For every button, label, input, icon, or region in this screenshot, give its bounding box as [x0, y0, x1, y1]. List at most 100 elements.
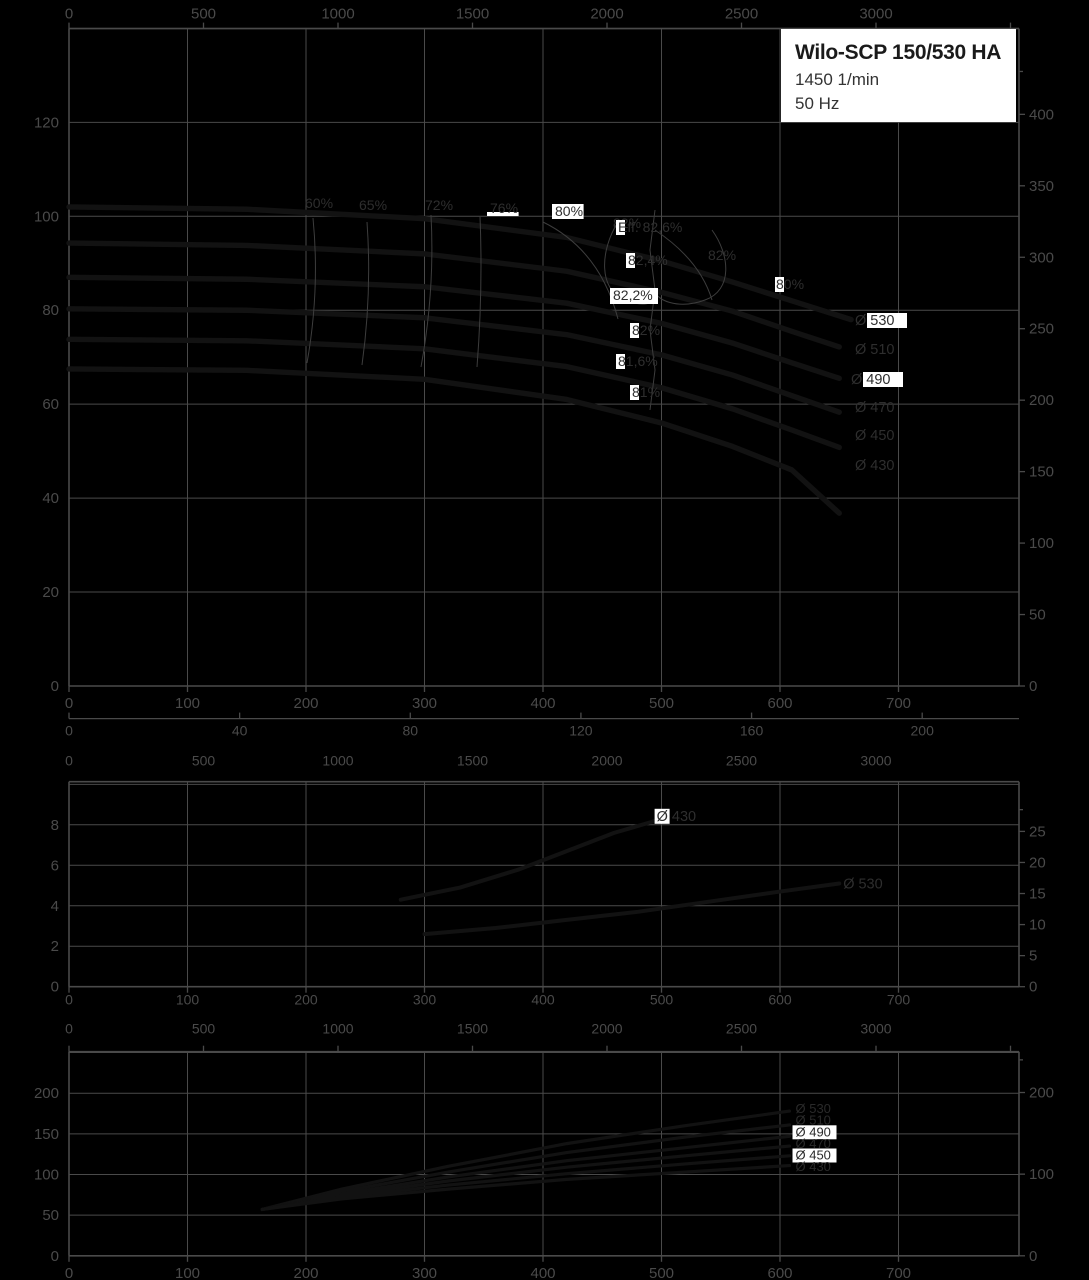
svg-text:200: 200 — [911, 723, 935, 739]
svg-text:1000: 1000 — [321, 6, 354, 23]
svg-text:700: 700 — [886, 1265, 911, 1280]
svg-text:600: 600 — [767, 695, 792, 712]
svg-text:1450 1/min: 1450 1/min — [795, 70, 879, 89]
svg-text:300: 300 — [412, 1265, 437, 1280]
svg-text:0: 0 — [65, 752, 73, 768]
svg-text:80%: 80% — [776, 276, 804, 292]
svg-text:81,6%: 81,6% — [618, 353, 658, 369]
svg-text:0: 0 — [65, 6, 73, 23]
svg-text:500: 500 — [192, 752, 216, 768]
svg-text:300: 300 — [413, 992, 437, 1008]
svg-text:4: 4 — [51, 898, 59, 915]
svg-text:100: 100 — [34, 208, 59, 225]
svg-text:0: 0 — [1029, 1248, 1037, 1265]
svg-text:6: 6 — [51, 857, 59, 874]
svg-text:150: 150 — [1029, 464, 1054, 481]
svg-text:0: 0 — [51, 678, 59, 695]
svg-text:2500: 2500 — [726, 1021, 757, 1037]
svg-text:500: 500 — [649, 1265, 674, 1280]
svg-text:1000: 1000 — [322, 752, 353, 768]
svg-text:60: 60 — [42, 396, 59, 413]
svg-text:200: 200 — [1029, 392, 1054, 409]
svg-text:Ø 470: Ø 470 — [855, 400, 895, 416]
svg-text:76%: 76% — [490, 200, 518, 216]
svg-text:72%: 72% — [425, 197, 453, 213]
svg-text:65%: 65% — [359, 197, 387, 213]
svg-text:200: 200 — [34, 1085, 59, 1102]
svg-text:60%: 60% — [305, 195, 333, 211]
svg-text:82,4%: 82,4% — [628, 252, 668, 268]
svg-text:100: 100 — [1029, 535, 1054, 552]
svg-text:40: 40 — [232, 723, 248, 739]
svg-text:3000: 3000 — [860, 1021, 891, 1037]
svg-text:82%: 82% — [708, 247, 736, 263]
svg-text:81%: 81% — [632, 384, 660, 400]
svg-text:Wilo-SCP 150/530 HA: Wilo-SCP 150/530 HA — [795, 41, 1001, 64]
svg-text:400: 400 — [531, 992, 555, 1008]
svg-text:0: 0 — [1029, 678, 1037, 695]
svg-text:1500: 1500 — [456, 6, 489, 23]
svg-text:100: 100 — [176, 992, 200, 1008]
svg-text:500: 500 — [192, 1021, 216, 1037]
svg-text:Ø 430: Ø 430 — [657, 809, 697, 825]
svg-text:200: 200 — [294, 992, 318, 1008]
svg-text:600: 600 — [767, 1265, 792, 1280]
svg-text:2000: 2000 — [591, 1021, 622, 1037]
svg-text:100: 100 — [34, 1167, 59, 1184]
svg-text:3000: 3000 — [860, 752, 891, 768]
svg-text:300: 300 — [1029, 249, 1054, 266]
svg-text:50: 50 — [1029, 607, 1046, 624]
svg-text:400: 400 — [530, 1265, 555, 1280]
svg-text:82,2%: 82,2% — [613, 287, 653, 303]
svg-text:600: 600 — [768, 992, 792, 1008]
svg-text:120: 120 — [34, 114, 59, 131]
svg-text:15: 15 — [1029, 886, 1046, 903]
svg-text:10: 10 — [1029, 917, 1046, 934]
svg-text:2500: 2500 — [726, 752, 757, 768]
svg-text:400: 400 — [530, 695, 555, 712]
svg-text:8: 8 — [51, 817, 59, 834]
svg-text:1500: 1500 — [457, 752, 488, 768]
svg-text:Eff. 82,6%: Eff. 82,6% — [618, 219, 682, 235]
svg-text:3000: 3000 — [859, 6, 892, 23]
svg-text:0: 0 — [51, 979, 59, 996]
svg-text:25: 25 — [1029, 823, 1046, 840]
svg-text:500: 500 — [649, 695, 674, 712]
svg-text:2: 2 — [51, 938, 59, 955]
svg-text:Ø 530: Ø 530 — [855, 313, 895, 329]
svg-text:40: 40 — [42, 490, 59, 507]
svg-text:150: 150 — [34, 1126, 59, 1143]
svg-text:0: 0 — [65, 992, 73, 1008]
svg-text:82%: 82% — [632, 322, 660, 338]
svg-text:Ø 450: Ø 450 — [855, 428, 895, 444]
svg-text:5: 5 — [1029, 948, 1037, 965]
svg-text:Ø 430: Ø 430 — [855, 458, 895, 474]
svg-text:0: 0 — [51, 1248, 59, 1265]
svg-text:80: 80 — [402, 723, 418, 739]
svg-text:0: 0 — [65, 723, 73, 739]
svg-text:0: 0 — [1029, 979, 1037, 996]
svg-text:0: 0 — [65, 695, 73, 712]
svg-text:Ø 490: Ø 490 — [851, 372, 891, 388]
svg-text:200: 200 — [1029, 1085, 1054, 1102]
svg-text:200: 200 — [293, 695, 318, 712]
svg-text:Ø 510: Ø 510 — [855, 342, 895, 358]
svg-text:500: 500 — [650, 992, 674, 1008]
svg-text:2000: 2000 — [590, 6, 623, 23]
svg-text:120: 120 — [569, 723, 593, 739]
svg-text:350: 350 — [1029, 178, 1054, 195]
svg-text:300: 300 — [412, 695, 437, 712]
svg-text:400: 400 — [1029, 106, 1054, 123]
svg-text:2500: 2500 — [725, 6, 758, 23]
svg-text:200: 200 — [293, 1265, 318, 1280]
svg-text:100: 100 — [175, 695, 200, 712]
svg-text:100: 100 — [175, 1265, 200, 1280]
svg-text:700: 700 — [887, 992, 911, 1008]
svg-text:1500: 1500 — [457, 1021, 488, 1037]
svg-text:0: 0 — [65, 1021, 73, 1037]
svg-text:2000: 2000 — [591, 752, 622, 768]
svg-text:0: 0 — [65, 1265, 73, 1280]
svg-text:Ø 530: Ø 530 — [843, 877, 883, 893]
svg-text:20: 20 — [42, 584, 59, 601]
svg-text:700: 700 — [886, 695, 911, 712]
